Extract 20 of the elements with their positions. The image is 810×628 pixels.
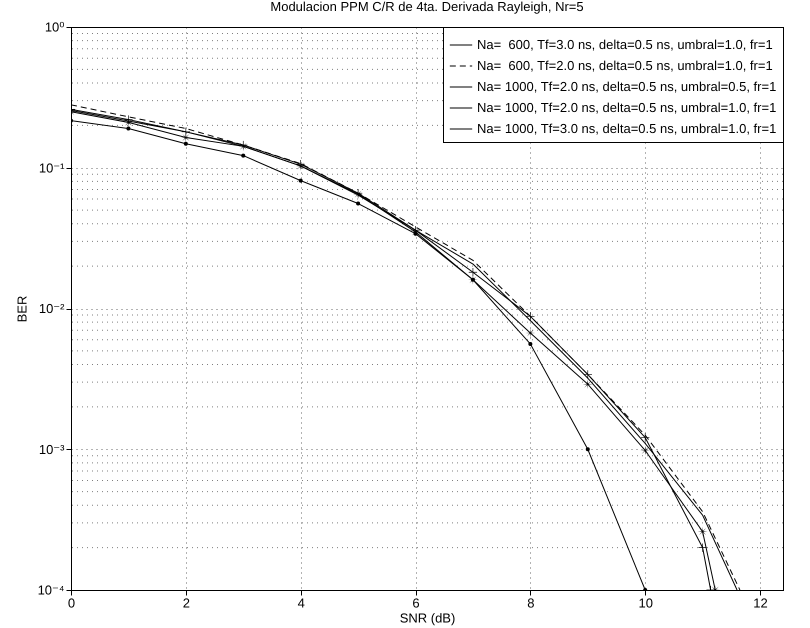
y-tick-label: 10⁰ bbox=[44, 20, 64, 34]
legend-label: Na= 1000, Tf=2.0 ns, delta=0.5 ns, umbral=0.5, fr=1 bbox=[477, 79, 776, 94]
y-tick-label: 10⁻² bbox=[38, 301, 66, 316]
y-tick-label: 10⁻¹ bbox=[38, 160, 66, 176]
x-tick-label: 12 bbox=[753, 596, 768, 610]
chart-title: Modulacion PPM C/R de 4ta. Derivada Rayleigh, Nr=5 bbox=[270, 0, 584, 14]
x-tick-label: 4 bbox=[298, 596, 305, 610]
y-axis-title: BER bbox=[14, 296, 30, 322]
legend-label: Na= 600, Tf=3.0 ns, delta=0.5 ns, umbral=1.0, fr=1 bbox=[477, 37, 773, 52]
x-tick-label: 8 bbox=[527, 596, 534, 610]
legend-label: Na= 1000, Tf=3.0 ns, delta=0.5 ns, umbral=1.0, fr=1 bbox=[477, 121, 776, 136]
y-tick-label: 10⁻³ bbox=[38, 442, 66, 457]
legend-label: Na= 1000, Tf=2.0 ns, delta=0.5 ns, umbral=1.0, fr=1 bbox=[477, 100, 776, 115]
x-tick-label: 0 bbox=[68, 596, 76, 610]
x-axis-title: SNR (dB) bbox=[400, 610, 456, 626]
x-tick-label: 6 bbox=[412, 596, 420, 610]
y-tick-label: 10⁻⁴ bbox=[38, 582, 64, 598]
legend-label: Na= 600, Tf=2.0 ns, delta=0.5 ns, umbral=1.0, fr=1 bbox=[477, 58, 773, 73]
x-tick-label: 2 bbox=[182, 596, 190, 610]
x-tick-label: 10 bbox=[638, 596, 653, 610]
